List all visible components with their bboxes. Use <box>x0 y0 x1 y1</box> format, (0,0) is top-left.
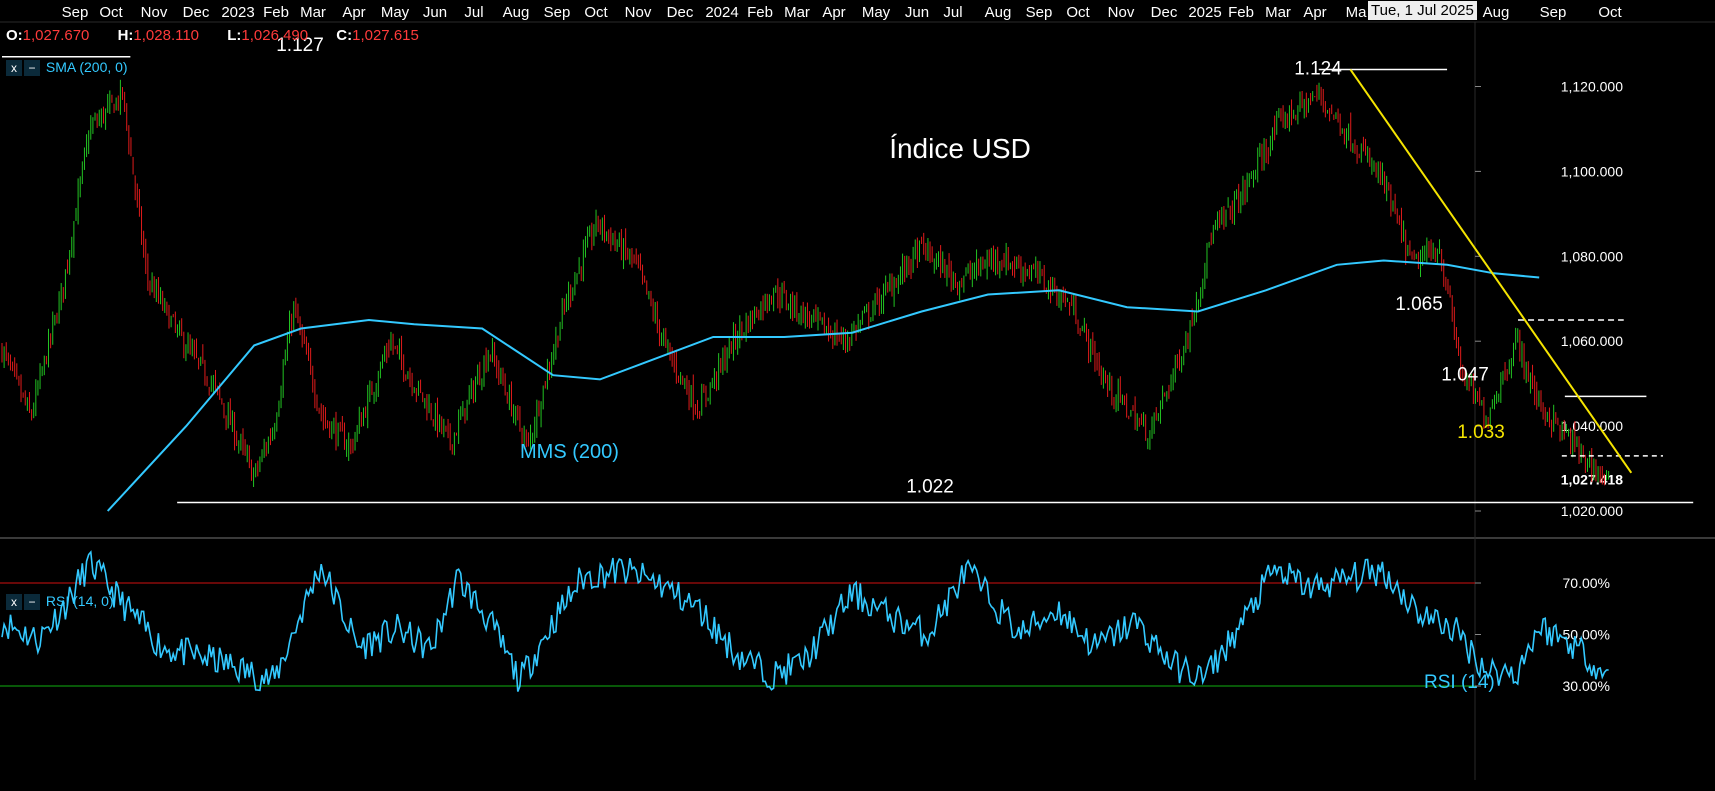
rsi-line <box>1 550 1609 692</box>
last-price-box <box>1480 469 1625 490</box>
sma-line <box>106 259 1540 512</box>
chart-title: Índice USD <box>889 133 1031 164</box>
x-tick-label: Feb <box>1228 4 1254 21</box>
x-tick-label: 2025 <box>1188 4 1221 21</box>
x-tick-label: Nov <box>141 4 168 21</box>
candles <box>1 79 1610 487</box>
level-label: 1.047 <box>1441 364 1489 385</box>
rsi-indicator-tag: x − RSI (14, 0) <box>6 593 114 611</box>
open-label: O: <box>6 27 23 44</box>
x-tick-label: Sep <box>1026 4 1053 21</box>
rsi-tick-label: 30.00% <box>1563 678 1610 694</box>
y-tick-label: 1,100.000 <box>1561 163 1623 179</box>
level-label: 1.065 <box>1395 294 1443 315</box>
x-tick-label: 2024 <box>705 4 738 21</box>
y-tick-label: 1,080.000 <box>1561 248 1623 264</box>
resistance-trendline <box>1349 68 1633 474</box>
level-label: 1.022 <box>906 477 954 498</box>
x-tick-label: May <box>862 4 891 21</box>
rsi-series-label: RSI (14) <box>1424 672 1495 693</box>
x-tick-label: Jul <box>464 4 483 21</box>
x-tick-label: Jul <box>943 4 962 21</box>
close-value: 1,027.615 <box>352 27 419 44</box>
rsi-panel <box>0 550 1609 692</box>
x-tick-label: Dec <box>667 4 694 21</box>
x-tick-label: Oct <box>584 4 608 21</box>
x-tick-label: 2023 <box>221 4 254 21</box>
x-tick-label: Jun <box>423 4 447 21</box>
y-tick-label: 1,020.000 <box>1561 503 1623 519</box>
x-tick-label: Ma <box>1346 4 1367 21</box>
x-tick-label: Sep <box>62 4 89 21</box>
trendline-group <box>1349 68 1633 474</box>
sma-indicator-label: SMA (200, 0) <box>45 59 128 75</box>
x-tick-label: Mar <box>784 4 810 21</box>
y-tick-label: 1,120.000 <box>1561 79 1623 95</box>
x-tick-label: Oct <box>99 4 123 21</box>
x-tick-label: Aug <box>503 4 530 21</box>
rsi-tick-label: 50.00% <box>1563 627 1610 643</box>
ohlc-readout: O:1,027.670 H:1,028.110 L:1,026.490 C:1,… <box>6 27 443 44</box>
rsi-indicator-label: RSI (14, 0) <box>45 593 114 609</box>
x-tick-label: Aug <box>1483 4 1510 21</box>
rsi-tick-label: 70.00% <box>1563 575 1610 591</box>
y-tick-label: 1,060.000 <box>1561 333 1623 349</box>
x-tick-label: Mar <box>300 4 326 21</box>
x-tick-label: Aug <box>985 4 1012 21</box>
low-label: L: <box>227 27 242 44</box>
sma-indicator-tag: x − SMA (200, 0) <box>6 59 128 77</box>
rsi-minimize-icon[interactable]: − <box>24 594 40 611</box>
level-label: 1.127 <box>276 35 324 56</box>
y-axis-price: 1,020.000 1,040.000 1,060.000 1,080.000 1,10… <box>1475 79 1625 519</box>
y-axis-rsi: 30.00% 50.00% 70.00% <box>1475 575 1610 694</box>
x-tick-label: Dec <box>183 4 210 21</box>
open-value: 1,027.670 <box>22 27 90 44</box>
x-tick-label: Oct <box>1598 4 1622 21</box>
x-tick-label: Oct <box>1066 4 1090 21</box>
sma-series-label: MMS (200) <box>520 441 619 463</box>
x-axis: Sep Oct Nov Dec 2023 Feb Mar Apr May Jun Jul Aug Sep… <box>62 4 1623 21</box>
level-label: 1.033 <box>1457 422 1505 443</box>
levels: 1.127 1.124 1.065 1.047 1.033 1.022 <box>2 35 1694 504</box>
x-tick-label: Feb <box>263 4 289 21</box>
x-tick-label: Apr <box>342 4 365 21</box>
level-label: 1.124 <box>1294 59 1342 80</box>
x-tick-label: Nov <box>625 4 652 21</box>
y-tick-label: 1,040.000 <box>1561 418 1623 434</box>
crosshair-date-label: Tue, 1 Jul 2025 <box>1368 1 1477 20</box>
sma-minimize-icon[interactable]: − <box>24 60 40 77</box>
x-tick-label: May <box>381 4 410 21</box>
rsi-close-icon[interactable]: x <box>6 594 22 611</box>
close-label: C: <box>336 27 353 44</box>
sma-line-group <box>106 259 1540 512</box>
x-tick-label: Sep <box>544 4 571 21</box>
x-tick-label: Sep <box>1540 4 1567 21</box>
high-label: H: <box>117 27 134 44</box>
high-value: 1,028.110 <box>133 27 200 44</box>
x-tick-label: Nov <box>1108 4 1135 21</box>
x-tick-label: Mar <box>1265 4 1291 21</box>
x-tick-label: Jun <box>905 4 929 21</box>
x-tick-label: Feb <box>747 4 773 21</box>
sma-close-icon[interactable]: x <box>6 60 22 77</box>
x-tick-label: Dec <box>1151 4 1178 21</box>
low-value: 1,026.490 <box>241 27 309 44</box>
x-tick-label: Apr <box>822 4 845 21</box>
x-tick-label: Apr <box>1303 4 1326 21</box>
